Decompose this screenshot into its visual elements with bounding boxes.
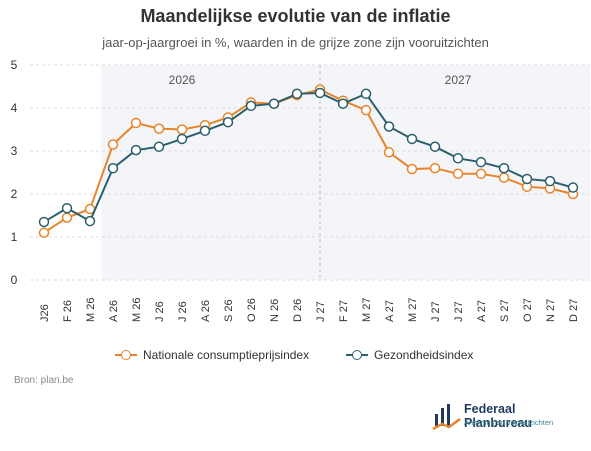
legend-label-gezondheid: Gezondheidsindex bbox=[374, 348, 474, 362]
y-tick-label: 1 bbox=[11, 230, 18, 244]
x-tick-label: D 27 bbox=[568, 299, 580, 322]
data-point bbox=[176, 124, 188, 135]
chart-title: Maandelijkse evolutie van de inflatie bbox=[140, 6, 451, 26]
x-tick-label: M 26 bbox=[131, 298, 143, 322]
y-tick-label: 4 bbox=[11, 101, 18, 115]
data-point bbox=[130, 117, 142, 129]
year-label: 2026 bbox=[169, 73, 196, 87]
x-tick-label: J 26 bbox=[177, 301, 189, 322]
data-point bbox=[107, 139, 119, 150]
source-note: Bron: plan.be bbox=[14, 375, 74, 386]
data-point bbox=[268, 98, 280, 109]
data-point bbox=[153, 141, 165, 152]
y-tick-label: 2 bbox=[11, 187, 18, 201]
data-point bbox=[291, 88, 303, 100]
x-tick-label: F 27 bbox=[338, 300, 350, 322]
x-tick-label: J 27 bbox=[453, 301, 465, 322]
x-tick-label: D 26 bbox=[292, 299, 304, 322]
logo-name: Federaal Planbureau bbox=[464, 402, 533, 430]
legend-marker-nationale bbox=[115, 349, 137, 361]
x-tick-label: N 27 bbox=[545, 299, 557, 322]
data-point bbox=[61, 212, 73, 223]
data-point bbox=[199, 125, 211, 137]
data-point bbox=[452, 168, 464, 180]
data-point bbox=[222, 116, 234, 128]
legend-item-gezondheid[interactable]: Gezondheidsindex bbox=[346, 345, 473, 365]
y-tick-label: 3 bbox=[11, 144, 18, 158]
data-point bbox=[498, 162, 510, 174]
x-tick-label: F 26 bbox=[62, 300, 74, 322]
data-point bbox=[544, 175, 556, 187]
data-point bbox=[406, 133, 418, 145]
y-tick-label: 0 bbox=[11, 273, 18, 287]
x-tick-label: A 26 bbox=[200, 300, 212, 322]
data-point bbox=[383, 147, 395, 158]
data-point bbox=[314, 87, 326, 99]
data-point bbox=[360, 104, 372, 116]
data-point bbox=[38, 216, 50, 228]
data-point bbox=[429, 162, 441, 174]
data-point bbox=[383, 121, 395, 132]
data-point bbox=[406, 163, 418, 175]
data-point bbox=[429, 141, 441, 152]
data-point bbox=[130, 144, 142, 156]
legend: Nationale consumptieprijsindex Gezondhei… bbox=[0, 345, 591, 365]
data-point bbox=[107, 162, 119, 174]
logo-bars-icon bbox=[432, 404, 461, 431]
legend-item-nationale[interactable]: Nationale consumptieprijsindex bbox=[115, 345, 309, 365]
x-tick-label: M 27 bbox=[361, 298, 373, 322]
x-tick-label: S 26 bbox=[223, 299, 235, 322]
y-tick-label: 5 bbox=[11, 58, 18, 72]
x-tick-label: O 27 bbox=[522, 298, 534, 322]
data-point bbox=[84, 215, 96, 227]
x-tick-label: N 26 bbox=[269, 299, 281, 322]
data-point bbox=[245, 100, 257, 112]
data-point bbox=[38, 227, 50, 238]
data-point bbox=[337, 98, 349, 109]
x-tick-label: A 27 bbox=[476, 300, 488, 322]
x-tick-label: M 27 bbox=[407, 298, 419, 322]
year-label: 2027 bbox=[445, 73, 472, 87]
data-point bbox=[475, 156, 487, 168]
line-chart: 0 1 2 3 4 5 2026 2027 J26 F 26 M 26 A 26 M 26 J 26 J 2… bbox=[11, 58, 590, 322]
x-tick-label: J 27 bbox=[315, 301, 327, 322]
data-point bbox=[452, 153, 464, 164]
x-tick-label: S 27 bbox=[499, 299, 511, 322]
data-point bbox=[360, 88, 372, 100]
data-point bbox=[567, 182, 579, 193]
x-tick-label: J 26 bbox=[154, 301, 166, 322]
x-tick-label: J26 bbox=[39, 304, 51, 322]
data-point bbox=[521, 173, 533, 185]
legend-marker-gezondheid bbox=[346, 349, 368, 361]
x-tick-label: A 26 bbox=[108, 300, 120, 322]
x-tick-label: A 27 bbox=[384, 300, 396, 322]
logo: Federaal Planbureau Analyses en vooruitz… bbox=[432, 398, 582, 434]
x-tick-label: M 26 bbox=[85, 298, 97, 322]
data-point bbox=[176, 133, 188, 145]
data-point bbox=[475, 168, 487, 180]
data-point bbox=[153, 123, 165, 134]
legend-label-nationale: Nationale consumptieprijsindex bbox=[143, 348, 310, 362]
x-tick-label: J 27 bbox=[430, 301, 442, 322]
chart-subtitle: jaar-op-jaargroei in %, waarden in de gr… bbox=[102, 35, 489, 50]
data-point bbox=[61, 202, 73, 214]
logo-tagline: Analyses en vooruitzichten bbox=[464, 418, 554, 427]
data-point bbox=[498, 172, 510, 183]
x-tick-label: O 26 bbox=[246, 298, 258, 322]
